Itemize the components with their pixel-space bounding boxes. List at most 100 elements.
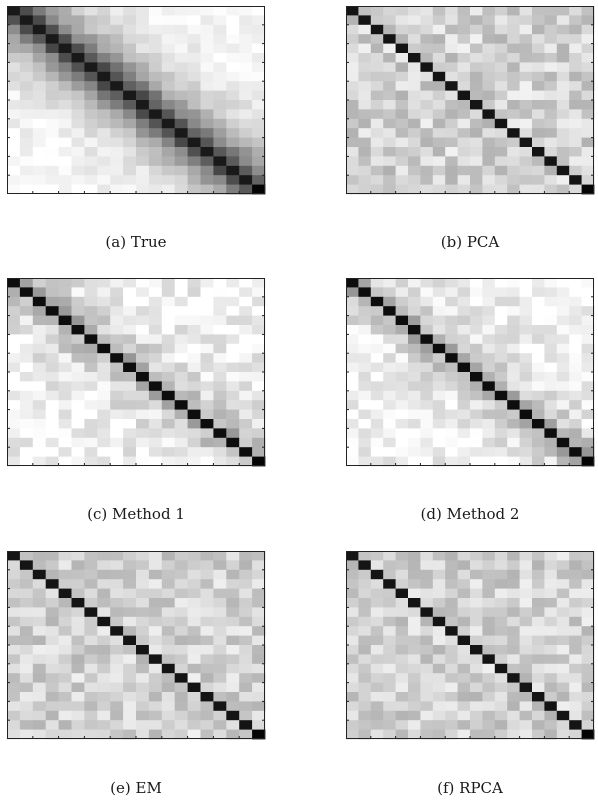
heatmap-cell <box>532 165 545 176</box>
heatmap-cell <box>110 673 124 683</box>
heatmap-cell <box>569 306 582 316</box>
heatmap-cell <box>200 137 214 148</box>
heatmap-cell <box>507 353 520 363</box>
heatmap-cell <box>123 156 137 167</box>
heatmap-cell <box>71 278 85 288</box>
heatmap-cell <box>187 390 201 401</box>
heatmap-cell <box>71 400 85 410</box>
heatmap-cell <box>187 287 201 298</box>
heatmap-cell <box>19 353 34 363</box>
heatmap-cell <box>32 437 47 448</box>
heatmap-cell <box>71 100 85 110</box>
heatmap-cell <box>19 24 34 35</box>
heatmap-cell <box>187 551 201 561</box>
heatmap-cell <box>200 175 214 185</box>
heatmap-cell <box>445 315 458 326</box>
heatmap-cell <box>123 15 137 26</box>
heatmap-cell <box>432 334 446 345</box>
heatmap-cell <box>136 381 150 392</box>
heatmap-cell <box>420 372 434 382</box>
heatmap-cell <box>187 100 201 110</box>
heatmap-cell <box>507 334 520 345</box>
heatmap-cell <box>239 381 253 392</box>
heatmap-cell <box>383 315 396 326</box>
heatmap-cell <box>556 71 570 82</box>
heatmap-cell <box>556 710 570 721</box>
heatmap-cell <box>148 343 163 354</box>
heatmap-cell <box>470 362 483 373</box>
heatmap-cell <box>395 635 409 646</box>
heatmap-cell <box>84 353 98 363</box>
heatmap-cell <box>408 147 421 157</box>
heatmap-cell <box>84 607 98 618</box>
heatmap-cell <box>482 184 496 195</box>
heatmap-cell <box>32 663 47 674</box>
heatmap-cell <box>71 81 85 91</box>
heatmap-cell <box>110 701 124 712</box>
heatmap-cell <box>110 6 124 16</box>
heatmap-cell <box>239 560 253 571</box>
heatmap-cell <box>457 381 471 392</box>
heatmap-cell <box>187 635 201 646</box>
heatmap-cell <box>544 184 558 195</box>
heatmap-cell <box>556 551 570 561</box>
heatmap-cell <box>532 720 545 730</box>
heatmap-cell <box>58 588 72 599</box>
heatmap-cell <box>97 673 111 683</box>
heatmap-cell <box>556 184 570 195</box>
heatmap-cell <box>7 325 21 335</box>
heatmap-cell <box>408 428 421 439</box>
heatmap-cell <box>136 682 150 693</box>
heatmap-cell <box>581 306 595 316</box>
heatmap-cell <box>174 118 188 129</box>
heatmap-cell <box>97 15 111 26</box>
heatmap-cell <box>32 343 47 354</box>
heatmap-cell <box>71 184 85 195</box>
heatmap-cell <box>239 720 253 730</box>
heatmap-cell <box>58 109 72 120</box>
heatmap-cell <box>445 184 458 195</box>
heatmap-cell <box>187 729 201 740</box>
heatmap-cell <box>45 372 59 382</box>
heatmap-cell <box>457 729 471 740</box>
heatmap-cell <box>494 720 508 730</box>
heatmap-cell <box>408 607 421 618</box>
heatmap-cell <box>569 296 582 307</box>
heatmap-cell <box>420 710 434 721</box>
heatmap-cell <box>432 100 446 110</box>
heatmap-cell <box>123 175 137 185</box>
heatmap-cell <box>7 645 21 655</box>
heatmap-cell <box>470 100 483 110</box>
heatmap-cell <box>187 278 201 288</box>
heatmap-cell <box>346 353 359 363</box>
heatmap-cell <box>174 635 188 646</box>
heatmap-cell <box>45 100 59 110</box>
heatmap-cell <box>556 400 570 410</box>
heatmap-cell <box>58 428 72 439</box>
heatmap-cell <box>19 428 34 439</box>
heatmap-cell <box>161 325 176 335</box>
heatmap-cell <box>544 100 558 110</box>
heatmap-cell <box>358 24 372 35</box>
heatmap-cell <box>507 607 520 618</box>
heatmap-cell <box>45 165 59 176</box>
heatmap-cell <box>432 306 446 316</box>
heatmap-cell <box>432 635 446 646</box>
heatmap-cell <box>358 390 372 401</box>
heatmap-cell <box>32 128 47 138</box>
heatmap-cell <box>420 579 434 589</box>
heatmap-cell <box>148 409 163 420</box>
heatmap-cell <box>110 710 124 721</box>
heatmap-cell <box>408 118 421 129</box>
heatmap-cell <box>457 175 471 185</box>
heatmap-cell <box>252 53 266 63</box>
heatmap-cell <box>494 137 508 148</box>
heatmap-cell <box>213 645 227 655</box>
heatmap-cell <box>395 456 409 467</box>
heatmap-cell <box>226 560 240 571</box>
heatmap-cell <box>507 343 520 354</box>
heatmap-cell <box>148 456 163 467</box>
heatmap-cell <box>136 137 150 148</box>
heatmap-cell <box>239 71 253 82</box>
heatmap-cell <box>420 456 434 467</box>
